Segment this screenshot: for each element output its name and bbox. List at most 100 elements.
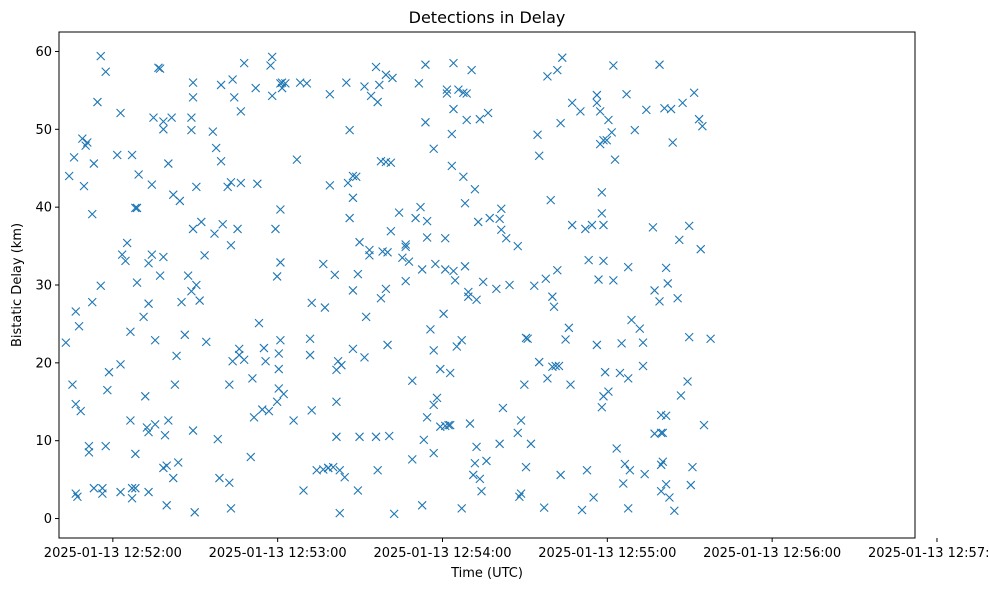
data-point xyxy=(305,334,315,344)
data-point xyxy=(170,380,180,390)
data-point xyxy=(482,456,491,466)
data-point xyxy=(74,321,84,331)
data-point xyxy=(600,367,610,377)
data-point xyxy=(292,155,302,165)
data-point xyxy=(318,259,328,269)
data-point xyxy=(599,256,608,266)
data-point xyxy=(684,332,694,342)
data-point xyxy=(289,416,298,425)
data-point xyxy=(495,214,505,224)
data-point xyxy=(655,296,664,306)
data-point xyxy=(429,400,439,410)
data-point xyxy=(150,335,160,345)
data-point xyxy=(612,444,622,453)
data-point xyxy=(159,124,168,134)
data-point xyxy=(139,312,148,322)
data-point xyxy=(635,324,645,333)
data-point xyxy=(191,280,201,290)
data-point xyxy=(460,198,470,208)
data-point xyxy=(604,115,613,125)
data-point xyxy=(216,80,226,90)
data-point xyxy=(416,202,425,212)
data-point xyxy=(567,220,577,230)
data-point xyxy=(276,258,285,267)
data-point xyxy=(625,465,635,475)
data-point xyxy=(452,342,462,351)
data-point xyxy=(373,97,383,107)
data-point xyxy=(546,195,556,205)
data-point xyxy=(147,250,157,260)
data-point xyxy=(618,479,628,488)
data-point xyxy=(188,224,198,234)
data-point xyxy=(77,134,87,144)
data-point xyxy=(577,505,587,515)
data-point xyxy=(468,470,478,480)
data-point xyxy=(361,312,371,322)
data-point xyxy=(696,244,706,254)
data-point xyxy=(589,493,598,502)
data-point xyxy=(226,177,236,187)
data-point xyxy=(580,224,590,234)
data-point xyxy=(234,344,244,354)
data-point xyxy=(162,500,172,510)
data-point xyxy=(264,406,274,416)
data-point xyxy=(699,420,709,430)
data-point xyxy=(458,172,468,182)
data-point xyxy=(673,293,683,303)
data-point xyxy=(341,78,351,87)
data-point xyxy=(432,393,442,403)
data-point xyxy=(93,97,102,107)
data-point xyxy=(462,89,472,98)
data-point xyxy=(196,217,206,227)
data-point xyxy=(458,88,468,98)
data-point xyxy=(435,364,445,374)
data-point xyxy=(566,380,575,390)
data-point xyxy=(89,159,99,168)
data-point xyxy=(460,261,470,271)
data-point xyxy=(444,420,453,430)
data-point xyxy=(150,419,160,429)
data-point xyxy=(442,85,452,94)
data-point xyxy=(163,416,173,425)
data-point xyxy=(215,473,224,483)
data-point xyxy=(445,420,455,430)
data-point xyxy=(394,208,404,217)
data-point xyxy=(447,129,457,139)
data-point xyxy=(376,293,386,303)
data-point xyxy=(470,458,480,468)
data-point xyxy=(623,374,633,383)
data-point xyxy=(515,492,524,502)
data-point xyxy=(516,489,526,499)
data-point xyxy=(608,61,618,70)
data-point xyxy=(353,486,363,495)
y-tick-label: 30 xyxy=(35,279,52,294)
data-point xyxy=(381,284,391,294)
data-point xyxy=(144,427,153,437)
data-point xyxy=(429,144,439,154)
data-point xyxy=(335,465,345,475)
data-point xyxy=(473,217,483,227)
data-point xyxy=(422,216,432,226)
data-point xyxy=(552,265,562,275)
data-point xyxy=(160,430,170,440)
data-point xyxy=(64,171,74,181)
data-point xyxy=(140,391,150,401)
data-point xyxy=(68,380,77,390)
data-point xyxy=(564,323,574,333)
data-point xyxy=(122,238,132,248)
data-point xyxy=(519,380,529,390)
data-point xyxy=(302,78,312,88)
data-point xyxy=(407,454,417,464)
data-point xyxy=(513,428,523,438)
data-point xyxy=(630,125,640,135)
data-point xyxy=(491,284,501,294)
data-point xyxy=(694,114,704,124)
data-point xyxy=(183,271,193,281)
data-point xyxy=(454,85,463,94)
data-point xyxy=(389,509,399,519)
data-point xyxy=(398,253,407,263)
data-point xyxy=(96,281,106,291)
data-point xyxy=(640,469,650,479)
data-point xyxy=(407,376,417,386)
